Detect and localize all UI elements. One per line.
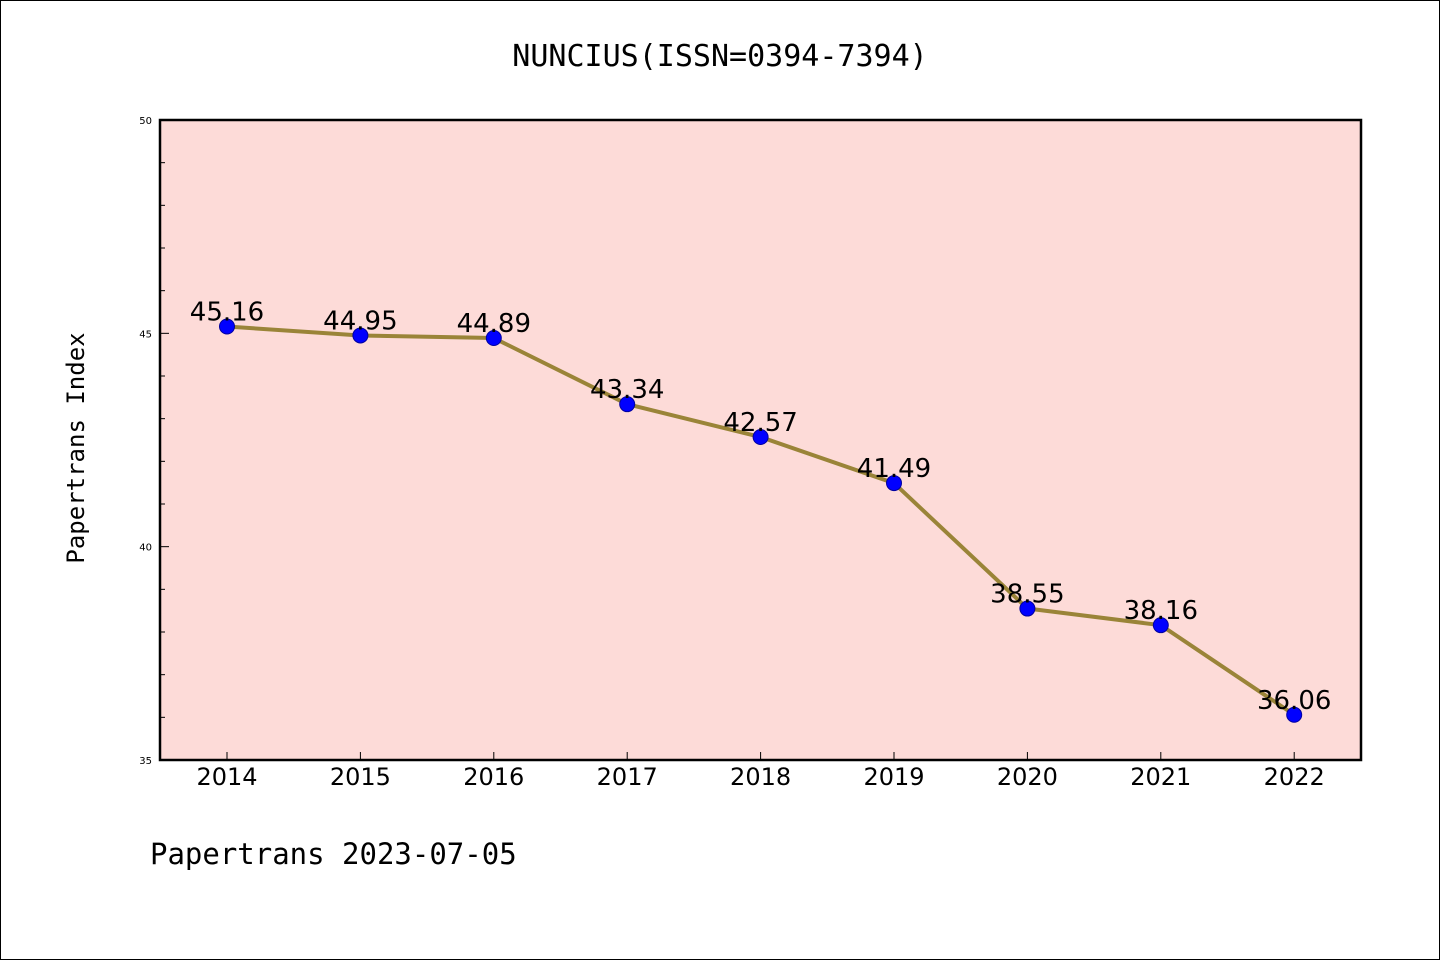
x-tick-label: 2015 [330, 763, 391, 791]
x-tick-label: 2019 [863, 763, 924, 791]
data-label: 42.57 [723, 408, 797, 438]
data-point [619, 396, 636, 413]
x-tick-label: 2020 [997, 763, 1058, 791]
y-tick-label: 35 [139, 756, 152, 767]
x-tick-label: 2014 [196, 763, 257, 791]
data-label: 44.89 [457, 309, 531, 339]
data-point [219, 318, 235, 335]
chart-title: NUNCIUS(ISSN=0394-7394) [512, 39, 927, 74]
data-label: 38.16 [1124, 596, 1198, 626]
data-label: 43.34 [590, 375, 664, 405]
y-tick-label: 50 [139, 116, 152, 127]
y-tick-label: 40 [139, 543, 152, 554]
data-label: 45.16 [190, 298, 264, 328]
data-point [1152, 617, 1169, 634]
y-tick-label: 45 [139, 329, 152, 340]
data-label: 44.95 [323, 306, 397, 336]
data-labels: 45.16 44.95 44.89 43.34 42.57 41.49 38.55 38.16… [190, 298, 1332, 716]
data-point [1019, 600, 1036, 617]
data-label: 38.55 [990, 580, 1064, 610]
x-tick-label: 2018 [730, 763, 791, 791]
footer-credit: Papertrans 2023-07-05 [150, 837, 517, 871]
data-point [485, 330, 502, 347]
x-tick-label: 2017 [597, 763, 658, 791]
data-label: 36.06 [1257, 686, 1331, 716]
y-axis-label: Papertrans Index [62, 332, 90, 563]
data-point [352, 327, 369, 344]
data-point [886, 475, 902, 492]
x-tick-label: 2016 [463, 763, 524, 791]
data-points [219, 318, 1303, 723]
data-point [752, 429, 769, 446]
data-label: 41.49 [857, 454, 931, 484]
x-tick-label: 2021 [1130, 763, 1191, 791]
data-point [1286, 706, 1303, 723]
x-axis: 2014 2015 2016 2017 2018 2019 2020 2021 2022 [196, 752, 1325, 791]
plot-border [158, 118, 1363, 762]
x-tick-label: 2022 [1264, 763, 1325, 791]
